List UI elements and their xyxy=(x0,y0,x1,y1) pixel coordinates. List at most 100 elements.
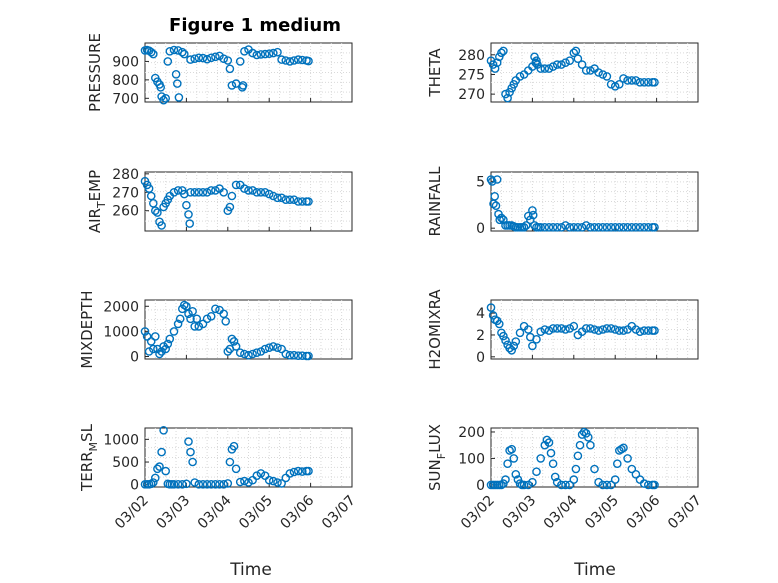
y-tick-label: 900 xyxy=(112,54,139,70)
data-point xyxy=(260,49,270,59)
data-point xyxy=(505,343,514,353)
data-point xyxy=(544,326,554,335)
data-point xyxy=(488,310,498,320)
data-point xyxy=(144,347,154,356)
data-point xyxy=(577,60,587,69)
data-point xyxy=(221,316,230,326)
data-point xyxy=(297,467,307,476)
y-tick-label: 0 xyxy=(476,350,485,366)
series-terr-msl xyxy=(140,425,313,489)
data-point xyxy=(590,222,599,232)
data-point xyxy=(198,479,208,489)
data-point xyxy=(531,58,541,68)
data-point xyxy=(188,306,197,316)
data-point xyxy=(631,222,641,232)
x-tick-label: 03/07 xyxy=(319,493,359,533)
data-point xyxy=(148,49,158,59)
data-point xyxy=(186,314,195,324)
data-point xyxy=(548,459,558,469)
data-point xyxy=(569,222,579,232)
data-point xyxy=(264,49,274,59)
data-point xyxy=(273,193,282,203)
data-point xyxy=(577,222,587,232)
data-point xyxy=(173,186,183,195)
data-point xyxy=(285,469,295,478)
y-tick-label: 0 xyxy=(130,478,139,494)
data-point xyxy=(171,70,181,79)
data-point xyxy=(227,191,237,201)
data-point xyxy=(202,187,212,197)
data-point xyxy=(610,222,620,232)
data-point xyxy=(268,191,278,201)
data-point xyxy=(260,344,270,354)
data-point xyxy=(548,222,558,232)
data-point xyxy=(497,480,506,490)
data-point xyxy=(573,451,583,461)
data-point xyxy=(260,187,270,197)
data-point xyxy=(602,222,612,232)
data-point xyxy=(285,350,295,360)
data-point xyxy=(515,72,525,81)
data-point xyxy=(623,454,632,463)
data-point xyxy=(598,222,608,232)
data-point xyxy=(140,327,150,336)
data-point xyxy=(285,57,295,66)
data-point xyxy=(219,479,228,489)
data-point xyxy=(515,479,525,488)
data-point xyxy=(273,47,282,57)
x-tick-label: 03/06 xyxy=(624,492,664,532)
data-point xyxy=(161,466,170,476)
data-point xyxy=(521,221,531,230)
data-point xyxy=(571,46,581,56)
data-point xyxy=(240,184,249,193)
data-point xyxy=(155,462,164,471)
data-point xyxy=(581,66,591,75)
y-tick-label: 270 xyxy=(112,185,139,201)
data-point xyxy=(544,438,554,447)
data-point xyxy=(507,444,517,454)
data-point xyxy=(235,57,245,66)
grid xyxy=(145,428,352,487)
data-point xyxy=(256,469,266,478)
data-point xyxy=(602,324,612,333)
data-point xyxy=(557,222,566,232)
data-point xyxy=(144,184,154,193)
data-point xyxy=(495,215,505,225)
data-point xyxy=(581,324,591,333)
data-point xyxy=(157,447,166,457)
data-point xyxy=(173,319,183,329)
data-point xyxy=(569,321,579,331)
x-tick-label: 03/04 xyxy=(541,492,581,532)
data-point xyxy=(561,221,570,230)
data-point xyxy=(256,50,266,59)
data-point xyxy=(159,425,168,435)
data-point xyxy=(190,187,199,197)
data-point xyxy=(617,444,626,454)
data-point xyxy=(486,175,496,184)
plot-area xyxy=(490,427,699,488)
data-point xyxy=(561,325,570,334)
data-point xyxy=(524,325,533,334)
data-point xyxy=(494,319,504,329)
data-point xyxy=(235,348,245,358)
data-point xyxy=(497,213,506,223)
data-point xyxy=(223,479,233,488)
data-point xyxy=(606,324,616,333)
data-point xyxy=(557,480,566,490)
data-point xyxy=(565,324,575,333)
data-point xyxy=(650,222,659,232)
data-point xyxy=(532,467,541,477)
data-point xyxy=(491,201,501,210)
subplot-mixdepth: 0 1000 2000 MIXDEPTH xyxy=(78,290,353,369)
data-point xyxy=(487,177,497,186)
data-point xyxy=(165,47,175,56)
data-point xyxy=(281,349,291,359)
data-point xyxy=(206,479,216,489)
data-point xyxy=(509,454,519,463)
data-point xyxy=(639,326,649,335)
data-point xyxy=(244,478,253,487)
x-tick-label: 03/05 xyxy=(236,493,276,533)
data-point xyxy=(229,441,239,451)
